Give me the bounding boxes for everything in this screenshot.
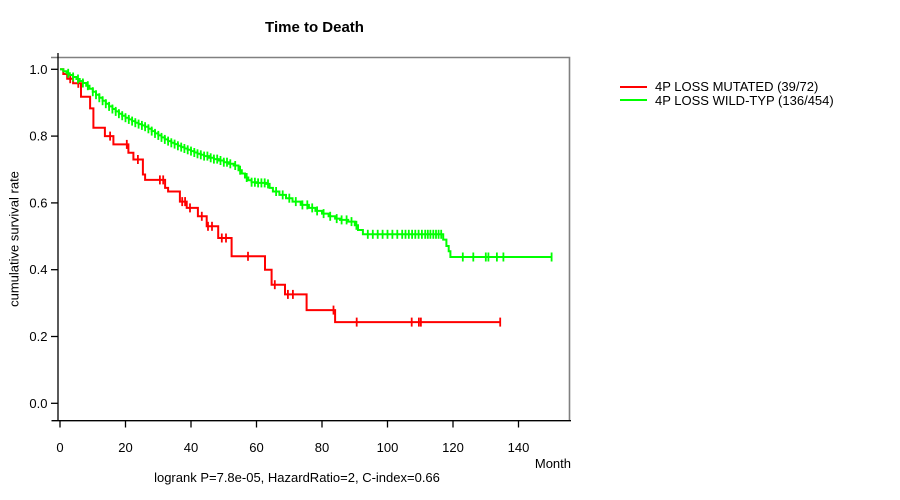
y-tick-label: 0.4: [29, 262, 47, 277]
x-axis-label: Month: [534, 456, 571, 471]
x-tick-label: 80: [315, 440, 329, 455]
x-tick-label: 140: [508, 440, 530, 455]
y-axis-label: cumulative survival rate: [6, 171, 22, 307]
plot-frame: [51, 56, 571, 421]
y-tick-label: 1.0: [29, 62, 47, 77]
y-tick-label: 0.8: [29, 129, 47, 144]
x-tick-label: 40: [184, 440, 198, 455]
legend-item-wildtype: 4P LOSS WILD-TYP (136/454): [620, 92, 834, 108]
y-tick-label: 0.0: [29, 396, 47, 411]
legend-label-mutated: 4P LOSS MUTATED (39/72): [655, 79, 819, 95]
legend-label-wildtype: 4P LOSS WILD-TYP (136/454): [655, 92, 834, 108]
x-tick-label: 20: [118, 440, 132, 455]
x-tick-label: 100: [377, 440, 399, 455]
legend: 4P LOSS MUTATED (39/72) 4P LOSS WILD-TYP…: [620, 79, 834, 108]
y-tick-label: 0.6: [29, 195, 47, 210]
x-tick-label: 60: [249, 440, 263, 455]
legend-line-red-icon: [620, 85, 647, 88]
chart-title: Time to Death: [265, 19, 364, 36]
survival-curve-wildtype: [60, 68, 552, 258]
stats-annotation: logrank P=7.8e-05, HazardRatio=2, C-inde…: [154, 470, 440, 485]
axis-lines: [51, 53, 571, 422]
legend-line-green-icon: [620, 99, 647, 102]
y-tick-label: 0.2: [29, 329, 47, 344]
survival-curve-mutated: [60, 68, 501, 324]
x-tick-label: 120: [442, 440, 464, 455]
x-tick-label: 0: [56, 440, 63, 455]
legend-item-mutated: 4P LOSS MUTATED (39/72): [620, 79, 834, 95]
